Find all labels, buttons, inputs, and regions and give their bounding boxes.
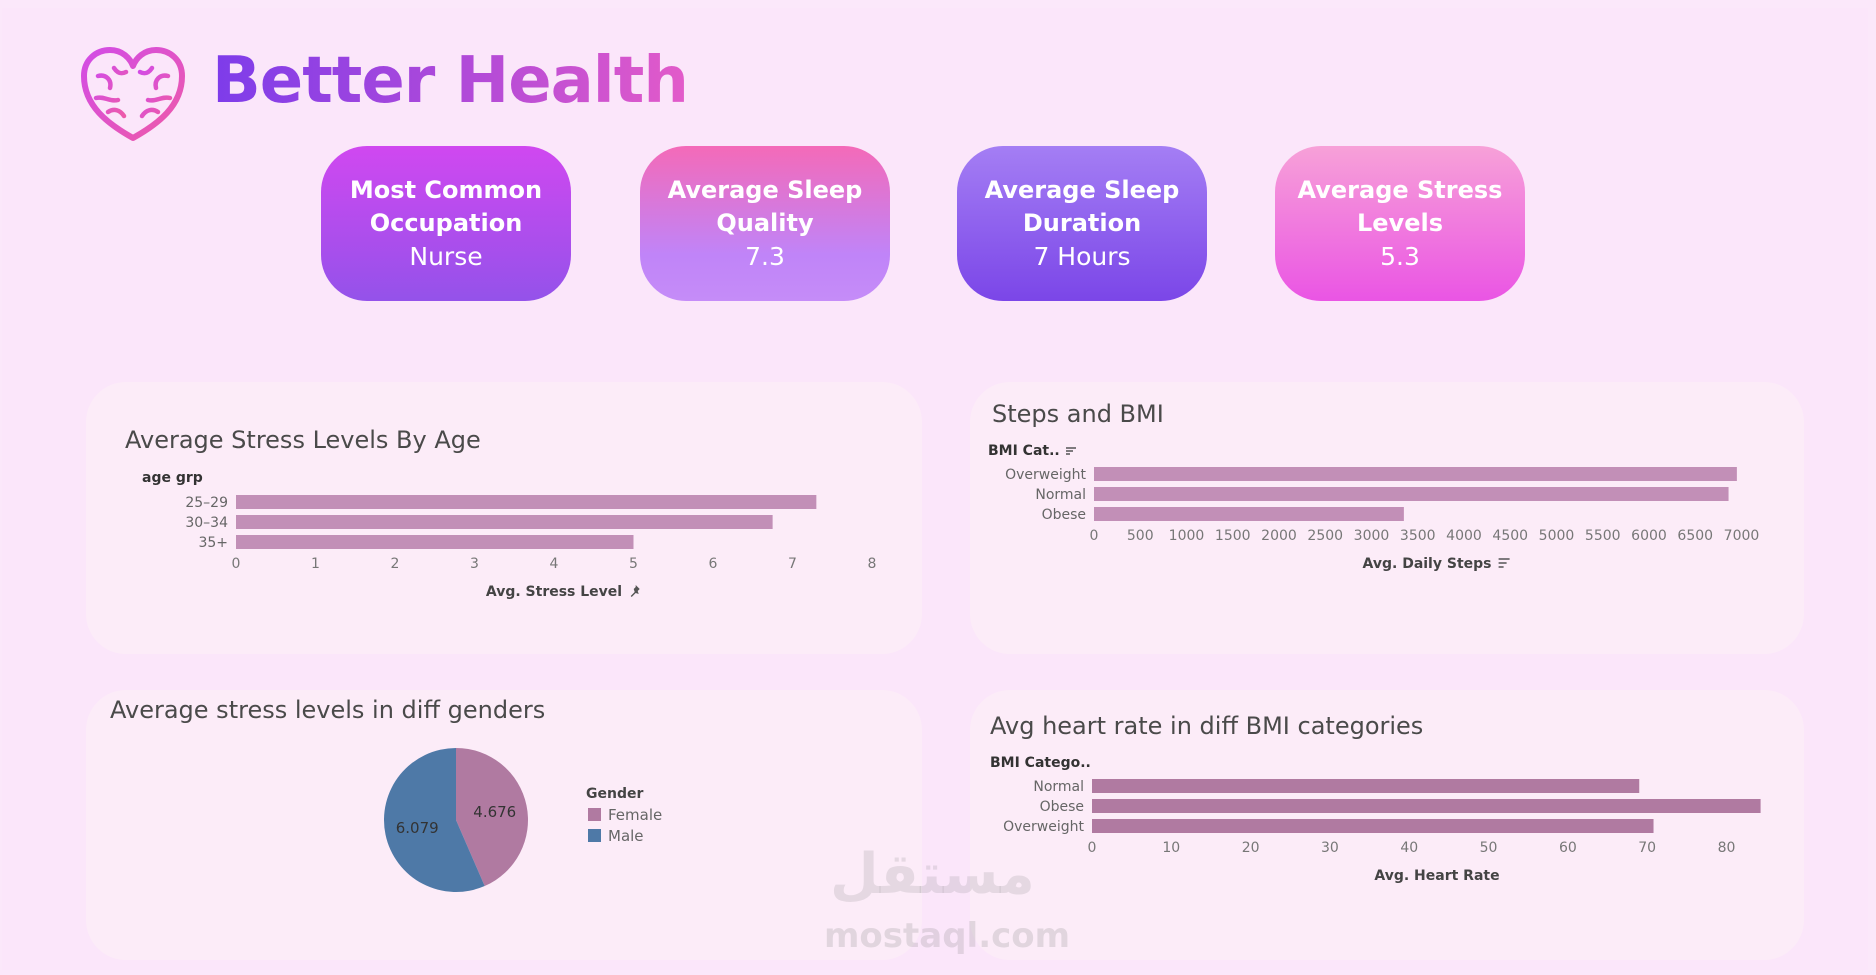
tick-label: 4500 <box>1492 528 1528 544</box>
tick-label: 70 <box>1638 840 1656 856</box>
kpi-value: Nurse <box>409 241 483 271</box>
tick-label: 20 <box>1242 840 1260 856</box>
kpi-title: Average Sleep Duration <box>984 175 1180 237</box>
slice-label: 4.676 <box>473 803 516 821</box>
tick-label: 0 <box>1090 528 1099 544</box>
category-label: Obese <box>1040 799 1084 815</box>
tick-label: 3000 <box>1354 528 1390 544</box>
tick-label: 6000 <box>1631 528 1667 544</box>
legend-label[interactable]: Male <box>608 827 644 845</box>
kpi-card-sleep-quality: Average Sleep Quality 7.3 <box>640 146 890 301</box>
watermark-arabic: مستقل <box>830 842 1035 907</box>
tick-label: 0 <box>232 556 241 572</box>
x-axis-label: Avg. Daily Steps <box>1363 556 1492 572</box>
tick-label: 3 <box>470 556 479 572</box>
chart-title: Steps and BMI <box>992 400 1164 428</box>
category-label: Overweight <box>1003 819 1084 835</box>
category-label: 25–29 <box>185 495 228 511</box>
bar[interactable] <box>1092 799 1761 813</box>
pin-icon[interactable] <box>630 585 640 597</box>
legend-label[interactable]: Female <box>608 806 662 824</box>
app-title: Better Health <box>212 44 689 118</box>
legend-swatch[interactable] <box>588 829 601 842</box>
tick-label: 80 <box>1718 840 1736 856</box>
category-label: Overweight <box>1005 467 1086 483</box>
pie-slice[interactable] <box>456 748 528 887</box>
kpi-card-occupation: Most Common Occupation Nurse <box>321 146 571 301</box>
x-axis-label: Avg. Heart Rate <box>1374 868 1499 884</box>
brain-heart-icon <box>81 47 185 141</box>
tick-label: 2 <box>391 556 400 572</box>
stress-by-age-chart: 25–29 30–34 35+0 1 2 3 4 5 6 7 8 Avg. Stress Level <box>185 495 877 600</box>
category-label: Normal <box>1033 779 1084 795</box>
tick-label: 500 <box>1127 528 1154 544</box>
bar[interactable] <box>1092 779 1640 793</box>
pie-slice[interactable] <box>384 748 485 892</box>
bar[interactable] <box>1094 467 1737 481</box>
kpi-value: 7 Hours <box>1033 241 1131 271</box>
kpi-card-sleep-duration: Average Sleep Duration 7 Hours <box>957 146 1207 301</box>
chart-title: Average Stress Levels By Age <box>125 426 481 454</box>
tick-label: 2500 <box>1307 528 1343 544</box>
tick-label: 1000 <box>1169 528 1205 544</box>
tick-label: 8 <box>868 556 877 572</box>
bar[interactable] <box>236 515 773 529</box>
tick-label: 7 <box>788 556 797 572</box>
tick-label: 10 <box>1162 840 1180 856</box>
tick-label: 2000 <box>1261 528 1297 544</box>
field-label: age grp <box>142 470 203 486</box>
kpi-card-stress-levels: Average Stress Levels 5.3 <box>1275 146 1525 301</box>
category-label: 35+ <box>198 535 228 551</box>
tick-label: 1500 <box>1215 528 1251 544</box>
field-label: BMI Catego.. <box>990 755 1091 771</box>
tick-label: 1 <box>311 556 320 572</box>
x-axis-label: Avg. Stress Level <box>486 584 622 600</box>
tick-label: 30 <box>1321 840 1339 856</box>
tick-label: 6500 <box>1677 528 1713 544</box>
tick-label: 0 <box>1088 840 1097 856</box>
legend-title: Gender <box>586 786 643 802</box>
category-label: Obese <box>1042 507 1086 523</box>
tick-label: 5 <box>629 556 638 572</box>
tick-label: 7000 <box>1724 528 1760 544</box>
tick-label: 3500 <box>1400 528 1436 544</box>
kpi-title: Average Stress Levels <box>1297 175 1503 237</box>
watermark-text: mostaql.com <box>824 916 1071 956</box>
kpi-title: Average Sleep Quality <box>667 175 863 237</box>
bar[interactable] <box>236 535 634 549</box>
bar[interactable] <box>1092 819 1654 833</box>
kpi-title: Most Common Occupation <box>349 175 543 237</box>
tick-label: 5000 <box>1539 528 1575 544</box>
slice-label: 6.079 <box>396 819 439 837</box>
bar[interactable] <box>236 495 817 509</box>
tick-label: 4 <box>550 556 559 572</box>
stress-gender-pie: 4.676 6.079 Gender Female Male <box>384 748 662 892</box>
chart-title: Average stress levels in diff genders <box>110 696 546 724</box>
tick-label: 6 <box>709 556 718 572</box>
tick-label: 60 <box>1559 840 1577 856</box>
category-label: Normal <box>1035 487 1086 503</box>
sort-icon[interactable] <box>1498 558 1510 568</box>
kpi-value: 7.3 <box>745 241 785 271</box>
bar[interactable] <box>1094 487 1729 501</box>
field-label: BMI Cat.. <box>988 443 1077 459</box>
tick-label: 4000 <box>1446 528 1482 544</box>
sort-icon[interactable] <box>1065 446 1077 456</box>
category-label: 30–34 <box>185 515 228 531</box>
chart-title: Avg heart rate in diff BMI categories <box>990 712 1424 740</box>
bar[interactable] <box>1094 507 1404 521</box>
legend-swatch[interactable] <box>588 808 601 821</box>
tick-label: 40 <box>1400 840 1418 856</box>
kpi-value: 5.3 <box>1380 241 1420 271</box>
tick-label: 50 <box>1480 840 1498 856</box>
field-label-text: BMI Cat.. <box>988 443 1060 459</box>
tick-label: 5500 <box>1585 528 1621 544</box>
